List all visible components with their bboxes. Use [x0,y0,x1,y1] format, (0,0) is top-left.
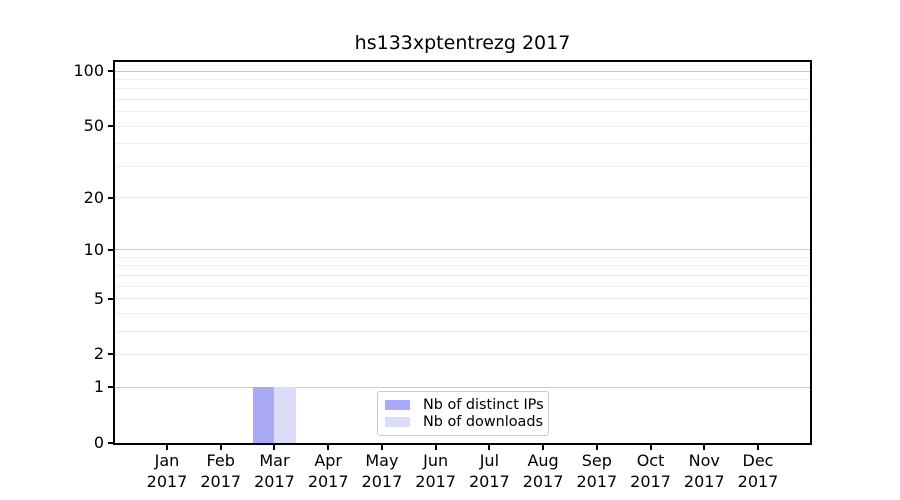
x-tick [273,445,276,450]
legend-label-distinct-ips: Nb of distinct IPs [423,396,544,413]
x-tick-label: Nov 2017 [683,451,725,491]
gridline-minor [115,256,810,258]
gridline-minor [115,78,810,80]
gridline-major [115,249,810,251]
gridline-minor [115,312,810,314]
x-tick-label: Dec 2017 [737,451,779,491]
x-tick [434,445,437,450]
gridline-minor [115,330,810,332]
gridline-minor [115,165,810,167]
y-tick-label: 5 [93,288,104,308]
x-tick [166,445,168,450]
x-tick-label: May 2017 [361,451,403,491]
legend-item-downloads: Nb of downloads [385,414,544,431]
legend-item-distinct-ips: Nb of distinct IPs [385,397,544,413]
y-tick-label: 100 [73,61,104,81]
y-tick-label: 50 [83,116,104,136]
x-tick-label: Jul 2017 [469,451,510,491]
gridline-minor [115,125,810,127]
x-tick [380,445,383,450]
y-tick [108,125,113,128]
x-tick-label: Oct 2017 [630,451,671,491]
x-tick [219,445,222,450]
y-tick [108,70,113,73]
gridline-minor [115,111,810,113]
x-tick-label: Jun 2017 [415,451,456,491]
y-tick [108,442,113,444]
legend-swatch-distinct-ips [385,399,410,410]
x-tick [703,445,706,450]
gridline-minor [115,143,810,145]
x-tick-label: Jan 2017 [146,451,188,491]
y-tick [108,297,113,300]
y-tick-label: 10 [83,239,104,259]
bar-nb-of-downloads [274,387,296,443]
chart-title: hs133xptentrezg 2017 [354,32,571,54]
x-tick [488,445,491,450]
x-tick [757,445,759,450]
gridline-minor [115,265,810,267]
x-tick-label: Sep 2017 [576,451,618,491]
x-tick [595,445,598,450]
y-tick-label: 20 [83,187,104,207]
legend-swatch-downloads [385,417,410,428]
legend: Nb of distinct IPs Nb of downloads [377,391,549,436]
gridline-minor [115,353,810,355]
bar-nb-of-distinct-ips [252,387,275,443]
gridline-major [115,70,810,72]
x-tick [327,445,330,450]
y-tick [108,248,113,251]
y-tick [108,386,113,389]
y-tick-label: 1 [93,377,104,397]
gridline-minor [115,298,810,300]
y-tick [108,196,113,199]
x-tick [649,445,652,450]
plot-area [113,60,812,445]
x-tick-label: Feb 2017 [200,451,242,491]
legend-label-downloads: Nb of downloads [423,414,544,431]
x-tick-label: Apr 2017 [307,451,349,491]
x-tick [542,445,545,450]
gridline-minor [115,285,810,287]
y-tick-label: 2 [93,344,104,364]
x-tick-label: Aug 2017 [522,451,564,491]
gridline-major [115,386,810,388]
gridline-minor [115,98,810,100]
gridline-minor [115,88,810,90]
y-tick-label: 0 [93,433,104,452]
x-tick-label: Mar 2017 [254,451,295,491]
y-tick [108,353,113,356]
gridline-minor [115,197,810,199]
gridline-minor [115,274,810,276]
